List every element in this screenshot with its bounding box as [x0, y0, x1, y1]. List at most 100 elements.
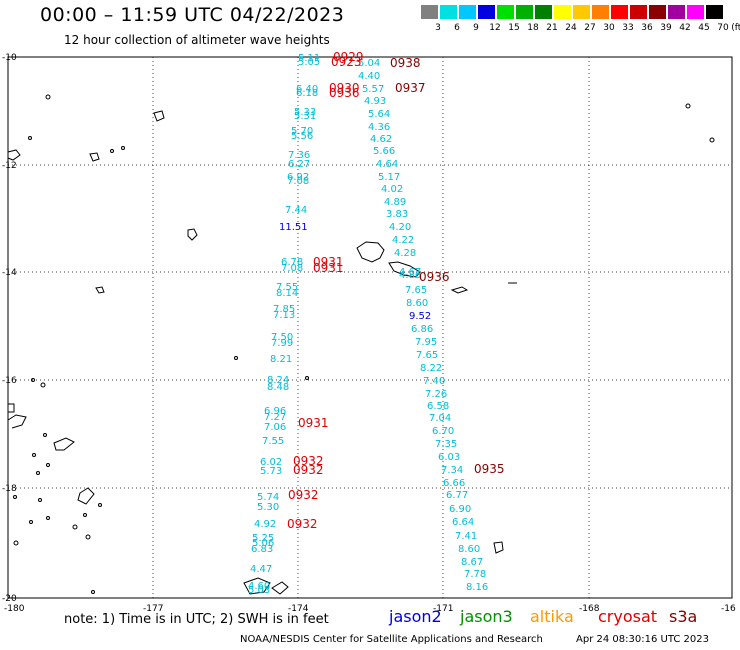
pass-time-label: 0931	[298, 416, 329, 430]
wave-height-value: 7.85	[273, 304, 295, 315]
wave-height-value: 9.52	[409, 311, 431, 322]
wave-height-value: 8.24	[267, 375, 289, 386]
wave-height-value: 6.03	[438, 452, 460, 463]
wave-height-value: 8.60	[458, 544, 480, 555]
wave-height-value: 5.64	[368, 109, 390, 120]
small-islands	[13, 94, 715, 594]
pass-time-label: 0929	[333, 50, 364, 64]
color-swatch	[649, 5, 666, 19]
legend-altika: altika	[530, 607, 574, 626]
wave-height-value: 7.36	[288, 150, 310, 161]
footer: NOAA/NESDIS Center for Satellite Applica…	[240, 634, 709, 645]
wave-height-value: 5.73	[260, 466, 282, 477]
color-swatch	[706, 5, 723, 19]
wave-height-value: 6.40	[296, 84, 318, 95]
color-swatch	[592, 5, 609, 19]
legend-jason2: jason2	[389, 607, 442, 626]
pass-time-label: 0923	[331, 55, 362, 69]
svg-text:-14: -14	[2, 268, 17, 278]
wave-height-value: 5.33	[294, 107, 316, 118]
color-scale-label: 33	[622, 23, 634, 33]
wave-height-value: 4.47	[250, 564, 272, 575]
wave-height-value: 6.96	[264, 406, 286, 417]
wave-height-value: 4.64	[376, 159, 398, 170]
wave-height-value: 7.06	[264, 422, 286, 433]
color-swatch	[459, 5, 476, 19]
footer-timestamp: Apr 24 08:30:16 UTC 2023	[576, 634, 709, 645]
color-swatch	[535, 5, 552, 19]
svg-text:-16: -16	[721, 604, 736, 614]
map-frame	[7, 56, 733, 599]
svg-text:-168: -168	[579, 604, 600, 614]
wave-height-value: 7.65	[405, 285, 427, 296]
wave-height-value: 7.35	[435, 439, 457, 450]
wave-height-value: 7.44	[285, 205, 307, 216]
legend-s3a: s3a	[669, 607, 698, 626]
pass-time-label: 0932	[287, 517, 318, 531]
wave-height-value: 4.67	[399, 267, 421, 278]
wave-height-value: 7.26	[425, 389, 447, 400]
wave-height-value: 5.04	[358, 58, 380, 69]
pass-time-label: 0937	[395, 81, 426, 95]
wave-height-value: 8.22	[420, 363, 442, 374]
wave-height-value: 7.55	[276, 282, 298, 293]
wave-height-value: 4.02	[381, 184, 403, 195]
color-swatch	[630, 5, 647, 19]
wave-height-value: 4.93	[364, 96, 386, 107]
wave-height-value: 6.27	[288, 159, 310, 170]
wave-height-value: 4.22	[392, 235, 414, 246]
wave-height-value: 4.60	[248, 581, 270, 592]
wave-height-value: 7.65	[416, 350, 438, 361]
color-swatch	[497, 5, 514, 19]
lon-axis-labels: -180 -177 -174 -171 -168 -16	[4, 604, 736, 614]
wave-height-value: 6.66	[443, 478, 465, 489]
wave-height-value: 5.25	[252, 533, 274, 544]
wave-height-value: 4.40	[358, 71, 380, 82]
svg-text:-10: -10	[2, 53, 17, 63]
wave-height-value: 8.21	[270, 354, 292, 365]
wave-height-value: 6.70	[432, 426, 454, 437]
color-swatch	[421, 5, 438, 19]
svg-text:-18: -18	[2, 484, 17, 494]
pass-time-label: 0932	[293, 454, 324, 468]
wave-height-value: 7.95	[415, 337, 437, 348]
legend-jason3: jason3	[460, 607, 513, 626]
svg-text:-12: -12	[2, 161, 17, 171]
svg-text:-177: -177	[143, 604, 163, 614]
wave-height-value: 6.92	[287, 172, 309, 183]
wave-height-value: 5.30	[257, 502, 279, 513]
color-scale-label: 12	[489, 23, 501, 33]
wave-height-value: 6.78	[281, 257, 303, 268]
lat-axis-labels: -10 -12 -14 -16 -18 -20	[2, 53, 17, 604]
color-swatch	[687, 5, 704, 19]
svg-text:-171: -171	[433, 604, 453, 614]
wave-height-value: 8.60	[406, 298, 428, 309]
svg-text:-180: -180	[4, 604, 25, 614]
color-scale-label: 18	[527, 23, 539, 33]
page-subtitle: 12 hour collection of altimeter wave hei…	[64, 33, 330, 47]
wave-height-value: 4.62	[370, 134, 392, 145]
wave-height-value: 7.50	[271, 332, 293, 343]
color-scale-label: 30	[603, 23, 615, 33]
wave-height-value: 7.55	[262, 436, 284, 447]
wave-height-value: 3.83	[386, 209, 408, 220]
wave-height-value: 8.48	[267, 382, 289, 393]
color-scale-label: 70	[717, 23, 729, 33]
color-scale-label: 24	[565, 23, 577, 33]
footer-credit: NOAA/NESDIS Center for Satellite Applica…	[240, 634, 543, 645]
color-swatch	[668, 5, 685, 19]
wave-height-value: 7.34	[441, 465, 463, 476]
wave-height-value: 8.16	[466, 582, 488, 593]
svg-text:-16: -16	[2, 376, 17, 386]
wave-height-value: 7.08	[281, 263, 303, 274]
legend-cryosat: cryosat	[598, 607, 658, 626]
wave-height-value: 7.99	[271, 338, 293, 349]
wave-height-value: 5.57	[362, 84, 384, 95]
svg-text:-174: -174	[288, 604, 309, 614]
wave-height-value: 4.20	[389, 222, 411, 233]
color-scale-label: 21	[546, 23, 558, 33]
color-swatch	[554, 5, 571, 19]
wave-height-value: 7.27	[264, 412, 286, 423]
